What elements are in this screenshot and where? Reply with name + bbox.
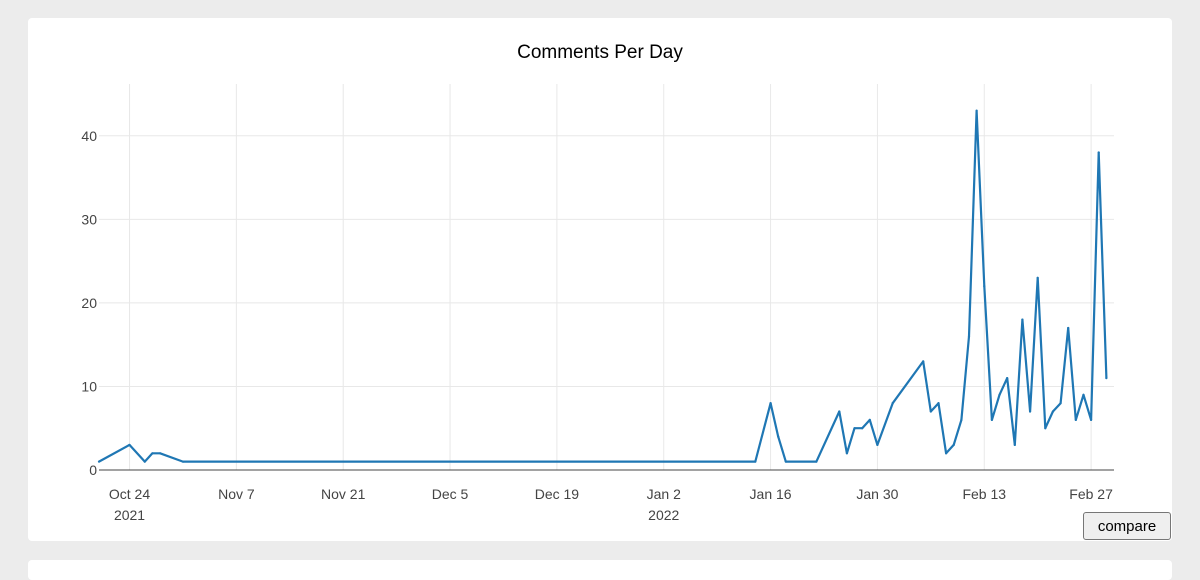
- data-point: [876, 443, 879, 447]
- x-tick-label: Feb 27: [1069, 486, 1113, 502]
- data-point: [1082, 393, 1085, 396]
- data-point: [845, 452, 848, 455]
- x-tick-label: Nov 21: [321, 486, 366, 502]
- x-tick-label: Feb 13: [962, 486, 1006, 502]
- data-point: [960, 418, 963, 421]
- data-point: [1036, 276, 1039, 279]
- data-point: [922, 360, 925, 363]
- data-point: [777, 435, 780, 438]
- x-tick-year-label: 2021: [114, 507, 145, 523]
- x-tick-label: Jan 2: [647, 486, 681, 502]
- data-point: [181, 460, 185, 463]
- x-tick-label: Oct 24: [109, 486, 150, 502]
- data-point: [929, 410, 932, 413]
- data-point: [815, 460, 818, 463]
- data-point: [838, 410, 841, 413]
- data-point: [1090, 418, 1093, 421]
- x-tick-year-label: 2022: [648, 507, 679, 523]
- data-point: [1021, 318, 1024, 321]
- data-point: [983, 285, 986, 288]
- x-tick-label: Dec 5: [432, 486, 469, 502]
- x-tick-label: Jan 30: [856, 486, 898, 502]
- chart-card: Oct 24 2021 Nov 7 Nov 21 Dec 5 Dec 19 Jan 2 202…: [28, 18, 1172, 541]
- data-point: [967, 335, 971, 338]
- data-point: [151, 452, 154, 455]
- data-point: [143, 460, 146, 463]
- data-point: [975, 109, 978, 112]
- y-tick-label: 10: [81, 378, 97, 394]
- data-point: [1006, 376, 1009, 380]
- chart-title: Comments Per Day: [517, 42, 683, 63]
- next-card: [28, 560, 1172, 580]
- data-point: [990, 418, 993, 421]
- x-tick-label: Nov 7: [218, 486, 255, 502]
- data-point: [128, 443, 131, 447]
- data-point: [769, 402, 772, 405]
- data-point: [1028, 410, 1032, 413]
- data-point: [158, 452, 162, 455]
- data-point: [1044, 427, 1047, 430]
- data-point: [1067, 326, 1070, 330]
- y-tick-label: 20: [81, 295, 97, 311]
- data-point: [754, 460, 757, 463]
- data-point: [891, 402, 894, 405]
- data-point: [853, 427, 856, 430]
- data-point: [998, 393, 1001, 396]
- compare-button[interactable]: compare: [1083, 512, 1171, 540]
- x-tick-label: Jan 16: [750, 486, 792, 502]
- series-line: [98, 109, 1108, 463]
- data-point: [861, 427, 864, 430]
- data-point: [937, 402, 940, 405]
- data-point: [97, 460, 101, 463]
- y-tick-label: 0: [89, 462, 97, 478]
- y-tick-label: 30: [81, 211, 97, 227]
- x-tick-label: Dec 19: [535, 486, 580, 502]
- data-point: [784, 460, 787, 463]
- data-point: [1059, 402, 1062, 405]
- y-tick-label: 40: [81, 128, 97, 144]
- data-point: [1097, 151, 1100, 154]
- data-point: [1105, 376, 1108, 380]
- data-point: [952, 443, 955, 447]
- data-point: [945, 452, 948, 455]
- data-point: [868, 418, 871, 421]
- data-point: [1013, 443, 1016, 447]
- data-point: [1074, 418, 1077, 421]
- data-point: [1051, 410, 1055, 413]
